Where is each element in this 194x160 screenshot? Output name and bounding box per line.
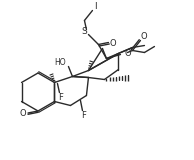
Text: F: F (81, 111, 86, 120)
Text: S: S (82, 27, 87, 36)
Text: I: I (94, 2, 97, 11)
Text: O: O (125, 49, 131, 58)
Text: F: F (58, 93, 63, 102)
Text: HO: HO (55, 58, 66, 67)
Text: O: O (20, 109, 26, 119)
Text: O: O (140, 32, 147, 41)
Text: O: O (109, 39, 116, 48)
